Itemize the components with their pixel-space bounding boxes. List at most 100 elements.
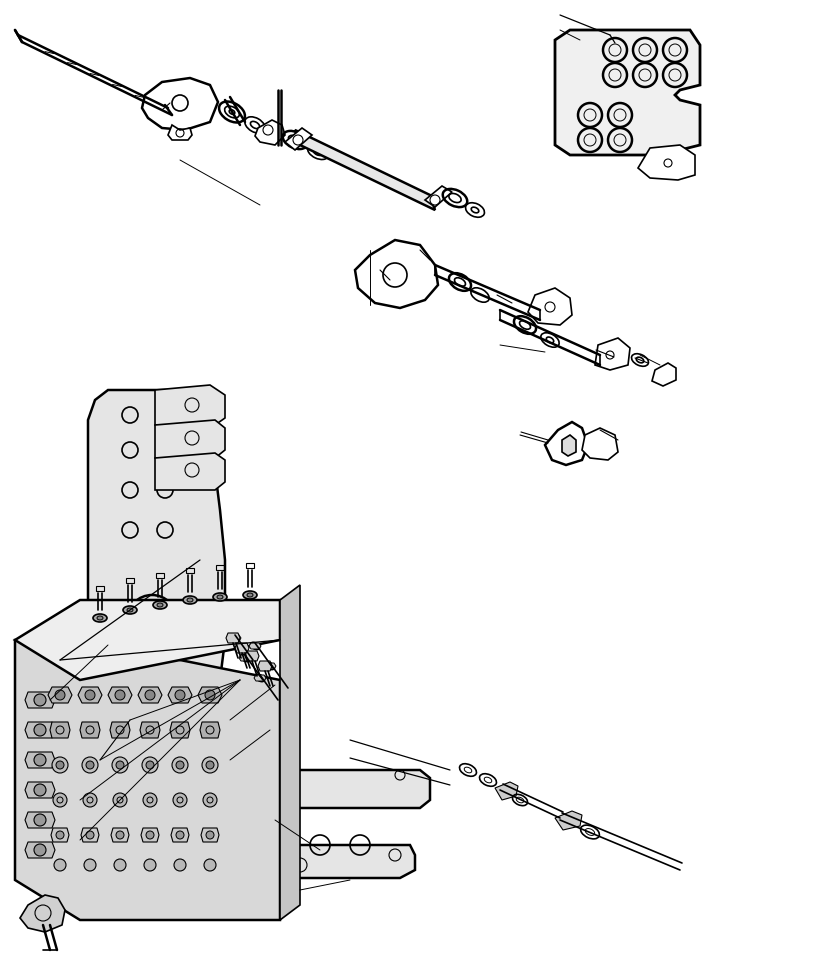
Circle shape: [56, 831, 64, 839]
Polygon shape: [201, 828, 219, 842]
Circle shape: [206, 831, 214, 839]
Polygon shape: [25, 692, 55, 708]
Circle shape: [34, 754, 46, 766]
Polygon shape: [198, 687, 222, 703]
Polygon shape: [25, 842, 55, 858]
Circle shape: [144, 859, 156, 871]
Polygon shape: [295, 130, 435, 210]
Circle shape: [146, 831, 154, 839]
Polygon shape: [555, 811, 582, 830]
Circle shape: [55, 690, 65, 700]
Polygon shape: [141, 828, 159, 842]
Polygon shape: [355, 240, 438, 308]
Polygon shape: [15, 600, 280, 680]
Circle shape: [204, 859, 216, 871]
Circle shape: [34, 784, 46, 796]
Circle shape: [86, 761, 94, 769]
Circle shape: [53, 793, 67, 807]
Polygon shape: [20, 895, 65, 932]
Polygon shape: [80, 722, 100, 738]
Polygon shape: [425, 186, 452, 207]
Ellipse shape: [93, 614, 107, 622]
Polygon shape: [140, 722, 160, 738]
Circle shape: [203, 793, 217, 807]
Circle shape: [113, 793, 127, 807]
Polygon shape: [138, 687, 162, 703]
Circle shape: [172, 757, 188, 773]
Circle shape: [56, 761, 64, 769]
Polygon shape: [226, 633, 240, 643]
Circle shape: [86, 831, 94, 839]
Polygon shape: [51, 828, 69, 842]
Circle shape: [34, 814, 46, 826]
Polygon shape: [111, 828, 129, 842]
Polygon shape: [142, 78, 218, 130]
Circle shape: [83, 793, 97, 807]
Circle shape: [174, 859, 186, 871]
Polygon shape: [258, 661, 272, 671]
Polygon shape: [15, 640, 280, 920]
Polygon shape: [235, 643, 249, 653]
Polygon shape: [528, 288, 572, 325]
Bar: [96, 586, 104, 591]
Polygon shape: [81, 828, 99, 842]
Circle shape: [112, 757, 128, 773]
Circle shape: [116, 761, 124, 769]
Polygon shape: [25, 812, 55, 828]
Polygon shape: [495, 782, 518, 800]
Circle shape: [116, 831, 124, 839]
Polygon shape: [239, 655, 251, 661]
Polygon shape: [562, 435, 576, 456]
Polygon shape: [25, 752, 55, 768]
Circle shape: [84, 859, 96, 871]
Polygon shape: [555, 30, 700, 155]
Ellipse shape: [97, 616, 103, 620]
Circle shape: [85, 690, 95, 700]
Circle shape: [176, 761, 184, 769]
Polygon shape: [168, 125, 192, 140]
Circle shape: [114, 859, 126, 871]
Polygon shape: [280, 585, 300, 920]
Polygon shape: [110, 722, 130, 738]
Ellipse shape: [187, 598, 193, 602]
Polygon shape: [108, 687, 132, 703]
Polygon shape: [264, 663, 276, 669]
Bar: [156, 572, 164, 577]
Polygon shape: [80, 770, 430, 878]
Polygon shape: [595, 338, 630, 370]
Polygon shape: [155, 420, 225, 458]
Polygon shape: [78, 687, 102, 703]
Circle shape: [115, 690, 125, 700]
Ellipse shape: [157, 603, 163, 607]
Ellipse shape: [247, 593, 253, 597]
Ellipse shape: [183, 596, 197, 604]
Circle shape: [146, 761, 154, 769]
Polygon shape: [545, 422, 588, 465]
Bar: [216, 565, 224, 569]
Circle shape: [175, 690, 185, 700]
Polygon shape: [229, 635, 241, 641]
Ellipse shape: [127, 608, 133, 612]
Polygon shape: [25, 722, 55, 738]
Circle shape: [205, 690, 215, 700]
Polygon shape: [50, 722, 70, 738]
Bar: [126, 577, 134, 583]
Circle shape: [142, 757, 158, 773]
Circle shape: [52, 757, 68, 773]
Circle shape: [143, 793, 157, 807]
Polygon shape: [285, 128, 312, 150]
Circle shape: [145, 690, 155, 700]
Polygon shape: [245, 651, 259, 661]
Polygon shape: [255, 120, 285, 145]
Polygon shape: [254, 675, 266, 681]
Circle shape: [82, 757, 98, 773]
Polygon shape: [200, 722, 220, 738]
Polygon shape: [155, 453, 225, 490]
Circle shape: [173, 793, 187, 807]
Ellipse shape: [123, 606, 137, 614]
Ellipse shape: [153, 601, 167, 609]
Polygon shape: [638, 145, 695, 180]
Polygon shape: [168, 687, 192, 703]
Circle shape: [34, 844, 46, 856]
Bar: [246, 563, 254, 567]
